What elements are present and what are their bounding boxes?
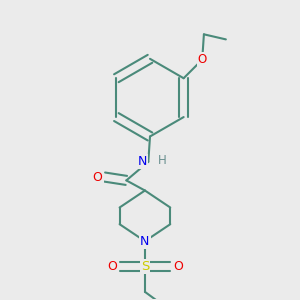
Text: H: H: [158, 154, 166, 166]
Text: O: O: [173, 260, 183, 273]
Text: O: O: [107, 260, 117, 273]
Text: O: O: [93, 170, 103, 184]
Text: S: S: [141, 260, 149, 273]
Text: N: N: [137, 155, 147, 168]
Text: O: O: [198, 53, 207, 66]
Text: N: N: [140, 235, 150, 248]
